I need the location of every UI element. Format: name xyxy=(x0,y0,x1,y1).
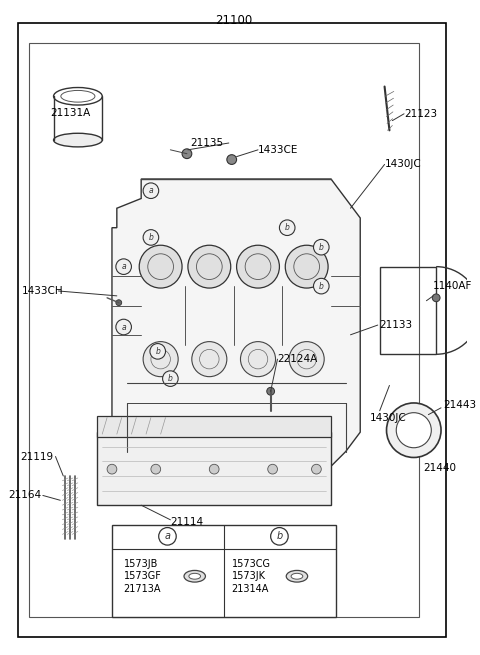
Circle shape xyxy=(150,344,166,359)
Bar xyxy=(112,525,336,617)
Text: 1433CH: 1433CH xyxy=(22,286,63,296)
Text: 21100: 21100 xyxy=(215,14,252,27)
Circle shape xyxy=(163,371,178,386)
Bar xyxy=(380,267,436,354)
Circle shape xyxy=(237,245,279,288)
Circle shape xyxy=(188,245,231,288)
Text: 1433CE: 1433CE xyxy=(258,145,299,155)
Text: 21164: 21164 xyxy=(8,491,41,500)
Bar xyxy=(97,432,331,505)
Text: b: b xyxy=(156,347,160,356)
Circle shape xyxy=(432,294,440,302)
Circle shape xyxy=(116,319,132,335)
Circle shape xyxy=(209,464,219,474)
Text: 1140AF: 1140AF xyxy=(433,281,473,291)
Circle shape xyxy=(268,464,277,474)
Text: 1573CG: 1573CG xyxy=(232,559,271,569)
Circle shape xyxy=(151,464,161,474)
Text: 1573GF: 1573GF xyxy=(124,571,162,581)
Circle shape xyxy=(313,278,329,294)
Circle shape xyxy=(192,342,227,377)
Text: 21123: 21123 xyxy=(404,109,437,119)
Circle shape xyxy=(139,245,182,288)
Text: 1430JC: 1430JC xyxy=(370,413,407,422)
Circle shape xyxy=(386,403,441,457)
Text: b: b xyxy=(168,374,173,383)
Circle shape xyxy=(143,183,159,198)
Text: 21119: 21119 xyxy=(21,451,54,462)
Text: a: a xyxy=(165,531,170,541)
Circle shape xyxy=(312,464,321,474)
Text: a: a xyxy=(149,186,153,195)
Text: 21135: 21135 xyxy=(190,138,223,148)
Text: 22124A: 22124A xyxy=(277,354,318,364)
Text: 21114: 21114 xyxy=(170,517,204,527)
Text: 21133: 21133 xyxy=(380,320,413,330)
Ellipse shape xyxy=(54,133,102,147)
Circle shape xyxy=(285,245,328,288)
Text: 21314A: 21314A xyxy=(232,584,269,594)
Text: 21131A: 21131A xyxy=(50,108,91,118)
Ellipse shape xyxy=(286,571,308,582)
Text: 1573JK: 1573JK xyxy=(232,571,266,581)
Text: b: b xyxy=(319,243,324,252)
Text: 21713A: 21713A xyxy=(124,584,161,594)
Circle shape xyxy=(240,342,276,377)
Text: a: a xyxy=(121,262,126,271)
Polygon shape xyxy=(112,179,360,466)
Text: b: b xyxy=(148,233,153,242)
Text: b: b xyxy=(276,531,283,541)
Bar xyxy=(29,43,419,617)
Circle shape xyxy=(116,259,132,274)
Circle shape xyxy=(289,342,324,377)
Text: a: a xyxy=(121,322,126,331)
Circle shape xyxy=(227,155,237,164)
Ellipse shape xyxy=(291,573,303,579)
Circle shape xyxy=(313,239,329,255)
Circle shape xyxy=(182,149,192,159)
Text: 1573JB: 1573JB xyxy=(124,559,158,569)
Circle shape xyxy=(143,230,159,245)
Circle shape xyxy=(116,300,122,306)
Ellipse shape xyxy=(189,573,201,579)
Text: b: b xyxy=(319,282,324,291)
Text: 21443: 21443 xyxy=(443,400,476,410)
Ellipse shape xyxy=(184,571,205,582)
Circle shape xyxy=(143,342,178,377)
Text: b: b xyxy=(285,223,289,233)
Circle shape xyxy=(267,387,275,395)
Circle shape xyxy=(396,413,432,448)
Text: 1430JC: 1430JC xyxy=(384,159,421,170)
Circle shape xyxy=(107,464,117,474)
Circle shape xyxy=(279,220,295,236)
Bar xyxy=(97,416,331,437)
Text: 21440: 21440 xyxy=(423,463,456,473)
